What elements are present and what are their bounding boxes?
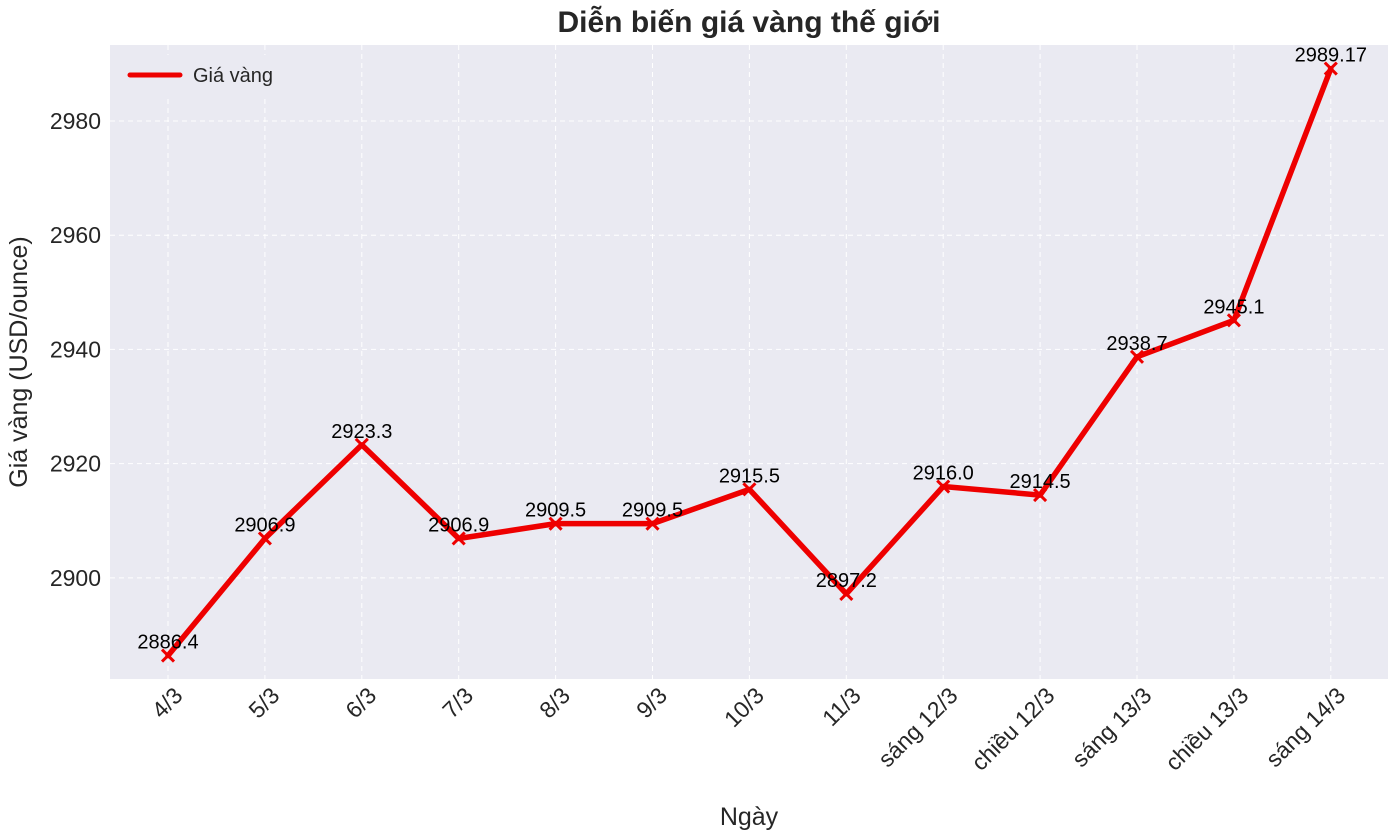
data-label: 2923.3 <box>331 421 392 443</box>
x-axis-ticks: 4/3 5/3 6/3 7/3 8/3 9/3 10/3 11/3 sáng 12/3 chiều… <box>147 682 1351 775</box>
y-tick-label: 2960 <box>50 222 101 248</box>
x-tick-label: 5/3 <box>243 682 284 723</box>
marker-stroke <box>160 648 176 663</box>
data-label: 2897.2 <box>816 570 877 592</box>
marker-stroke <box>1033 488 1048 503</box>
data-label: 2906.9 <box>234 514 295 536</box>
x-tick-label: 11/3 <box>817 682 866 731</box>
marker-stroke <box>354 437 369 452</box>
data-point-marker <box>548 516 563 531</box>
x-tick-label: 6/3 <box>340 682 381 723</box>
marker-stroke <box>548 516 563 531</box>
legend-label: Giá vàng <box>193 65 273 87</box>
x-axis-label: Ngày <box>720 803 779 831</box>
data-label: 2909.5 <box>525 500 586 522</box>
marker-stroke <box>257 531 272 546</box>
data-point-marker <box>354 437 369 452</box>
x-tick-label: chiều 13/3 <box>1160 682 1253 775</box>
data-point-marker <box>451 531 466 546</box>
data-point-marker <box>1226 313 1241 328</box>
data-point-marker <box>1129 349 1145 364</box>
data-label: 2886.4 <box>137 632 198 654</box>
data-label: 2906.9 <box>428 514 489 536</box>
data-label: 2909.5 <box>622 500 683 522</box>
marker-stroke <box>1323 61 1338 76</box>
data-point-marker <box>1033 488 1048 503</box>
x-tick-label: sáng 13/3 <box>1067 682 1157 772</box>
data-label: 2916.0 <box>913 463 974 485</box>
chart-title: Diễn biến giá vàng thế giới <box>557 5 940 39</box>
y-tick-label: 2920 <box>50 451 101 477</box>
data-labels: 2886.4 2906.9 2923.3 2906.9 2909.5 2909.5 2915… <box>137 45 1367 654</box>
marker-stroke <box>839 586 854 601</box>
data-label: 2989.17 <box>1295 45 1367 67</box>
data-label: 2915.5 <box>719 465 780 487</box>
y-axis-label: Giá vàng (USD/ounce) <box>5 236 33 488</box>
series-group <box>160 61 1338 663</box>
data-label: 2945.1 <box>1203 296 1264 318</box>
data-point-marker <box>160 648 176 663</box>
data-point-marker <box>839 586 854 601</box>
data-point-marker <box>936 479 951 494</box>
x-tick-label: chiều 12/3 <box>966 682 1059 775</box>
x-tick-label: 7/3 <box>437 682 478 723</box>
marker-stroke <box>936 479 951 494</box>
legend: Giá vàng <box>118 55 298 97</box>
x-tick-label: 8/3 <box>534 682 575 723</box>
x-tick-label: 10/3 <box>719 682 769 732</box>
grid <box>110 45 1388 679</box>
y-tick-label: 2940 <box>50 336 101 362</box>
y-tick-label: 2900 <box>50 565 101 591</box>
x-tick-label: 4/3 <box>147 682 188 723</box>
marker-stroke <box>742 482 757 497</box>
marker-stroke <box>1129 349 1145 364</box>
x-tick-label: 9/3 <box>631 682 672 723</box>
legend-box <box>118 55 298 97</box>
data-point-marker <box>645 516 660 531</box>
data-point-marker <box>742 482 757 497</box>
y-axis-ticks: 2900 2920 2940 2960 2980 <box>50 108 101 591</box>
marker-stroke <box>451 531 466 546</box>
x-tick-label: sáng 14/3 <box>1261 682 1351 772</box>
x-tick-label: sáng 12/3 <box>873 682 963 772</box>
data-label: 2914.5 <box>1010 471 1071 493</box>
data-point-marker <box>1323 61 1338 76</box>
marker-stroke <box>1226 313 1241 328</box>
y-tick-label: 2980 <box>50 108 101 134</box>
data-label: 2938.7 <box>1106 333 1167 355</box>
data-point-marker <box>257 531 272 546</box>
marker-stroke <box>645 516 660 531</box>
